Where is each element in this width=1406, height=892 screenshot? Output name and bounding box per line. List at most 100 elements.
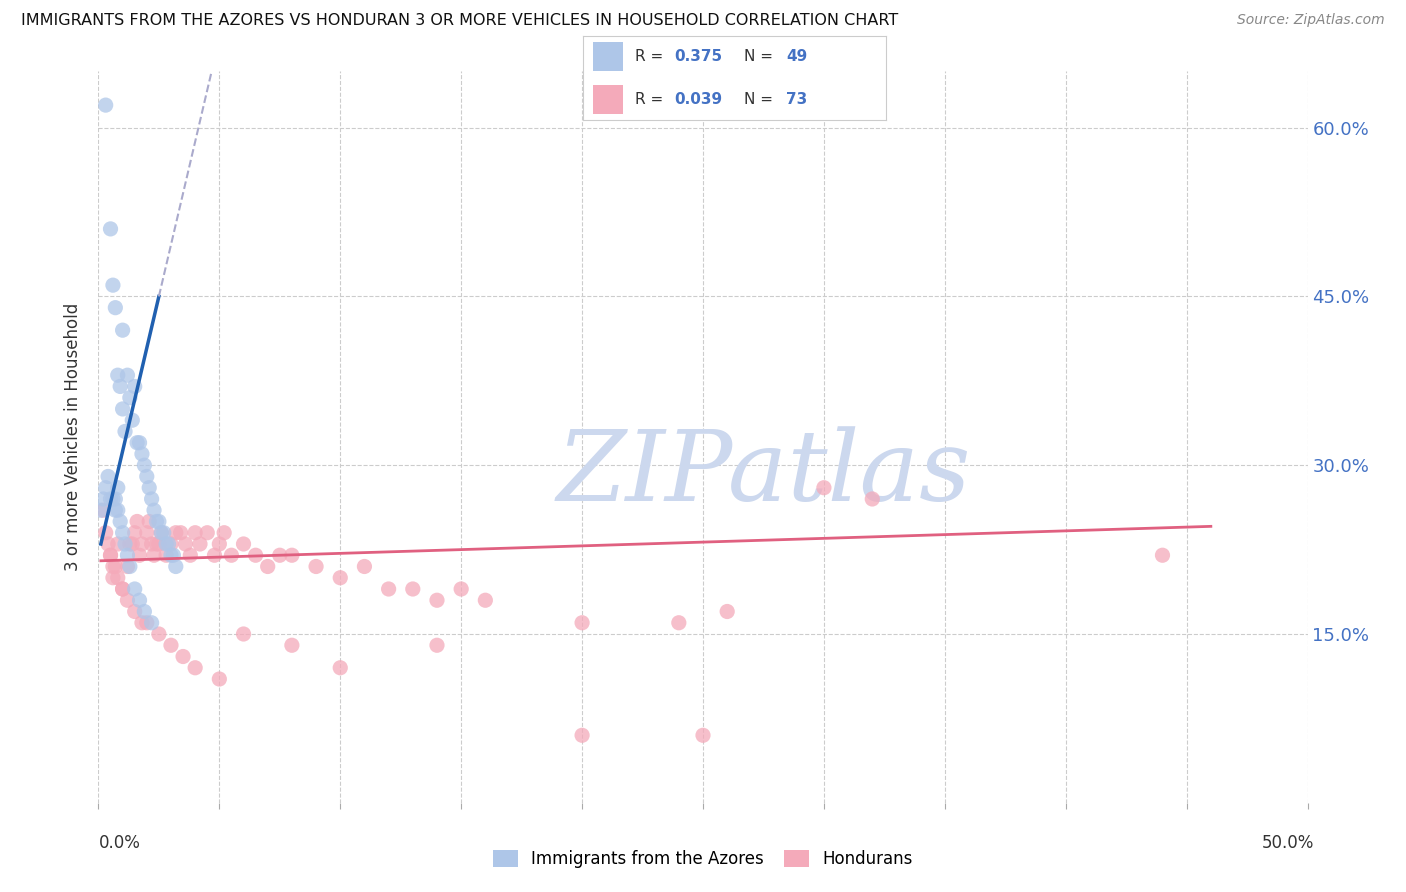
Point	[269, 548, 291, 562]
Text: 0.0%: 0.0%	[98, 834, 141, 852]
Point	[127, 515, 149, 529]
Point	[160, 548, 183, 562]
Point	[152, 525, 174, 540]
Point	[104, 503, 127, 517]
Point	[111, 582, 134, 596]
Point	[128, 548, 150, 562]
Point	[135, 525, 157, 540]
Point	[131, 537, 153, 551]
Point	[107, 481, 129, 495]
Text: 50.0%: 50.0%	[1263, 834, 1315, 852]
Point	[117, 368, 139, 383]
Point	[195, 525, 218, 540]
Point	[1152, 548, 1174, 562]
Point	[131, 615, 153, 630]
Point	[813, 481, 835, 495]
Point	[107, 571, 129, 585]
Point	[135, 469, 157, 483]
Point	[169, 525, 191, 540]
Point	[143, 548, 166, 562]
Point	[100, 548, 122, 562]
Point	[107, 368, 129, 383]
Text: 0.375: 0.375	[675, 49, 723, 64]
Point	[111, 582, 134, 596]
Point	[94, 98, 117, 112]
Point	[232, 627, 254, 641]
Point	[179, 548, 201, 562]
Point	[232, 537, 254, 551]
Point	[97, 537, 120, 551]
Text: 49: 49	[786, 49, 807, 64]
Point	[118, 559, 141, 574]
Point	[141, 537, 163, 551]
Point	[108, 515, 131, 529]
Point	[145, 537, 167, 551]
Point	[107, 503, 129, 517]
Point	[692, 728, 714, 742]
Text: N =: N =	[744, 92, 778, 107]
Point	[90, 503, 112, 517]
Point	[141, 491, 163, 506]
Point	[101, 571, 124, 585]
Text: R =: R =	[636, 49, 668, 64]
Point	[148, 627, 170, 641]
Point	[117, 593, 139, 607]
Point	[108, 379, 131, 393]
Point	[571, 615, 593, 630]
Point	[114, 537, 136, 551]
Point	[100, 548, 122, 562]
Point	[100, 222, 122, 236]
Legend: Immigrants from the Azores, Hondurans: Immigrants from the Azores, Hondurans	[486, 844, 920, 875]
Point	[91, 491, 114, 506]
Point	[127, 435, 149, 450]
Point	[117, 548, 139, 562]
Point	[111, 401, 134, 416]
Point	[155, 537, 177, 551]
Point	[124, 605, 146, 619]
Point	[97, 469, 120, 483]
Point	[111, 323, 134, 337]
Point	[860, 491, 883, 506]
Point	[165, 559, 187, 574]
Point	[101, 491, 124, 506]
Point	[160, 537, 183, 551]
Text: R =: R =	[636, 92, 668, 107]
Point	[281, 548, 304, 562]
Text: 73: 73	[786, 92, 807, 107]
Point	[377, 582, 399, 596]
Point	[143, 503, 166, 517]
Point	[155, 548, 177, 562]
Point	[402, 582, 425, 596]
Point	[124, 525, 146, 540]
Point	[134, 605, 156, 619]
Point	[100, 491, 122, 506]
Point	[148, 515, 170, 529]
Text: N =: N =	[744, 49, 778, 64]
Bar	[592, 85, 623, 113]
Point	[128, 435, 150, 450]
Point	[353, 559, 375, 574]
Point	[131, 447, 153, 461]
Point	[160, 638, 183, 652]
Point	[94, 481, 117, 495]
Text: Source: ZipAtlas.com: Source: ZipAtlas.com	[1237, 13, 1385, 28]
Point	[104, 301, 127, 315]
Point	[571, 728, 593, 742]
Point	[174, 537, 197, 551]
Point	[204, 548, 226, 562]
Point	[101, 278, 124, 293]
Point	[184, 661, 207, 675]
Point	[101, 559, 124, 574]
Point	[165, 525, 187, 540]
Point	[141, 615, 163, 630]
Point	[474, 593, 496, 607]
Point	[104, 491, 127, 506]
Point	[450, 582, 472, 596]
Point	[716, 605, 738, 619]
Text: 0.039: 0.039	[675, 92, 723, 107]
Point	[138, 481, 160, 495]
Point	[111, 525, 134, 540]
Point	[212, 525, 235, 540]
Point	[134, 458, 156, 473]
Point	[114, 425, 136, 439]
